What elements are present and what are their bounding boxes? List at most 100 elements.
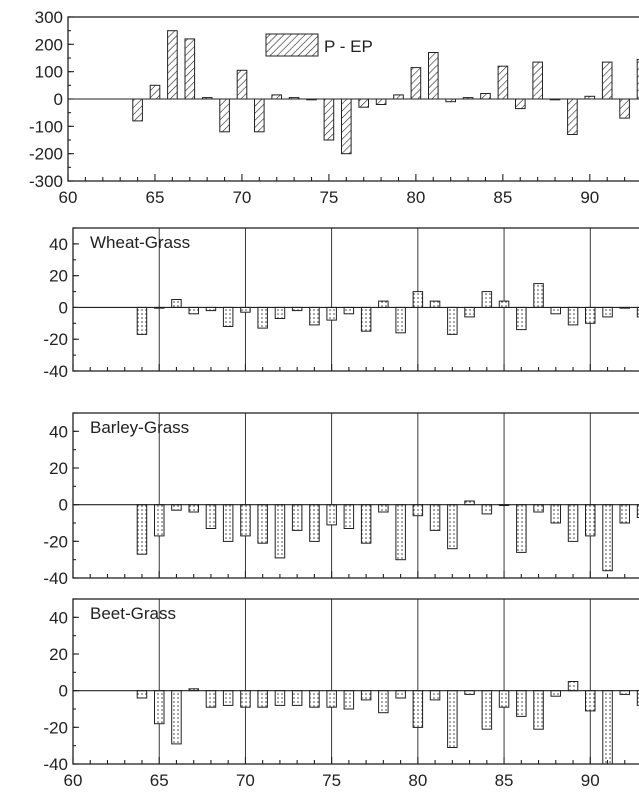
bar-90 [585,306,596,324]
bar-75 [326,306,337,321]
bar-82 [447,690,458,749]
bar-72 [271,94,282,100]
bar-89 [567,98,578,135]
bar-74 [309,306,320,326]
bar-69 [222,690,234,706]
bar-78 [378,690,389,714]
bar-85 [498,300,510,309]
panel-wheat-grass: 40 20 0 -20 -40 Wheat-Grass [43,227,639,381]
x-tick-label: 85 [493,188,512,207]
y-tick-label: 0 [59,496,68,515]
bar-87 [532,61,544,100]
bar-69 [219,98,230,133]
bar-85 [497,65,509,100]
legend-swatch [265,33,319,57]
bar-80 [412,291,424,309]
bar-91 [601,61,613,100]
bar-86 [516,690,527,717]
bar-68 [205,504,217,530]
y-tick-label: -300 [29,172,63,191]
y-tick-label: 200 [35,35,63,54]
bar-78 [375,98,387,105]
bar-71 [257,306,268,329]
bar-84 [480,93,491,100]
plot-frame [72,412,639,579]
bar-91 [602,306,613,318]
bar-82 [447,504,458,550]
bar-81 [429,504,441,531]
x-tick-label: 60 [64,771,83,790]
y-tick-label: -40 [43,755,68,774]
plot-frame [72,598,639,765]
bar-71 [257,690,268,708]
bar-84 [481,291,493,309]
bar-88 [550,690,561,697]
y-tick-label: 0 [54,90,63,109]
bar-83 [464,690,475,695]
bar-89 [567,306,579,326]
y-tick-label: -100 [29,117,63,136]
bar-77 [360,504,372,544]
bar-88 [550,306,561,315]
bar-82 [447,306,458,335]
legend-label: P - EP [324,37,373,56]
bar-71 [257,504,268,544]
bar-67 [188,504,199,513]
bar-64 [136,690,148,699]
bar-67 [184,38,196,100]
bar-92 [619,98,630,119]
bar-91 [602,504,613,572]
bar-80 [412,690,424,728]
bar-80 [412,504,424,517]
y-tick-label: 20 [49,267,68,286]
bar-76 [341,98,352,155]
bar-81 [429,690,441,701]
panel-barley-grass: 40 20 0 -20 -40 Barley-Grass [43,412,639,588]
bar-89 [567,681,579,692]
bar-91 [602,690,613,765]
bar-81 [429,300,441,309]
bar-87 [533,690,544,730]
bar-75 [323,98,335,141]
bar-69 [222,306,234,327]
bar-88 [550,504,561,524]
bar-74 [309,504,320,542]
bar-93 [636,690,639,706]
bar-89 [567,504,579,542]
bar-79 [395,306,406,334]
bar-78 [378,300,389,309]
bar-70 [240,306,251,313]
bar-70 [240,690,251,708]
y-tick-label: -200 [29,145,63,164]
x-tick-label: 65 [146,188,165,207]
bar-65 [154,504,165,537]
bar-64 [132,98,143,122]
x-tick-label: 80 [408,771,427,790]
bar-78 [378,504,389,513]
bar-93 [636,504,639,519]
y-tick-label: 40 [49,422,68,441]
bar-70 [240,504,251,537]
x-tick-label: 75 [322,771,341,790]
bar-74 [309,690,320,708]
bar-80 [410,67,422,100]
bar-65 [154,690,165,725]
bar-77 [360,690,372,701]
bar-72 [274,306,286,319]
x-tick-label: 70 [232,188,251,207]
bar-79 [395,504,406,561]
panel-title: Beet-Grass [90,604,176,623]
bar-64 [136,306,148,335]
bar-90 [585,690,596,712]
bar-87 [533,504,544,513]
bar-84 [481,504,493,515]
bar-75 [326,504,337,526]
bar-76 [343,690,355,710]
plot-frame [72,227,639,372]
bar-73 [291,690,303,706]
y-tick-label: -20 [43,532,68,551]
y-tick-label: 0 [59,682,68,701]
bar-76 [343,504,355,530]
